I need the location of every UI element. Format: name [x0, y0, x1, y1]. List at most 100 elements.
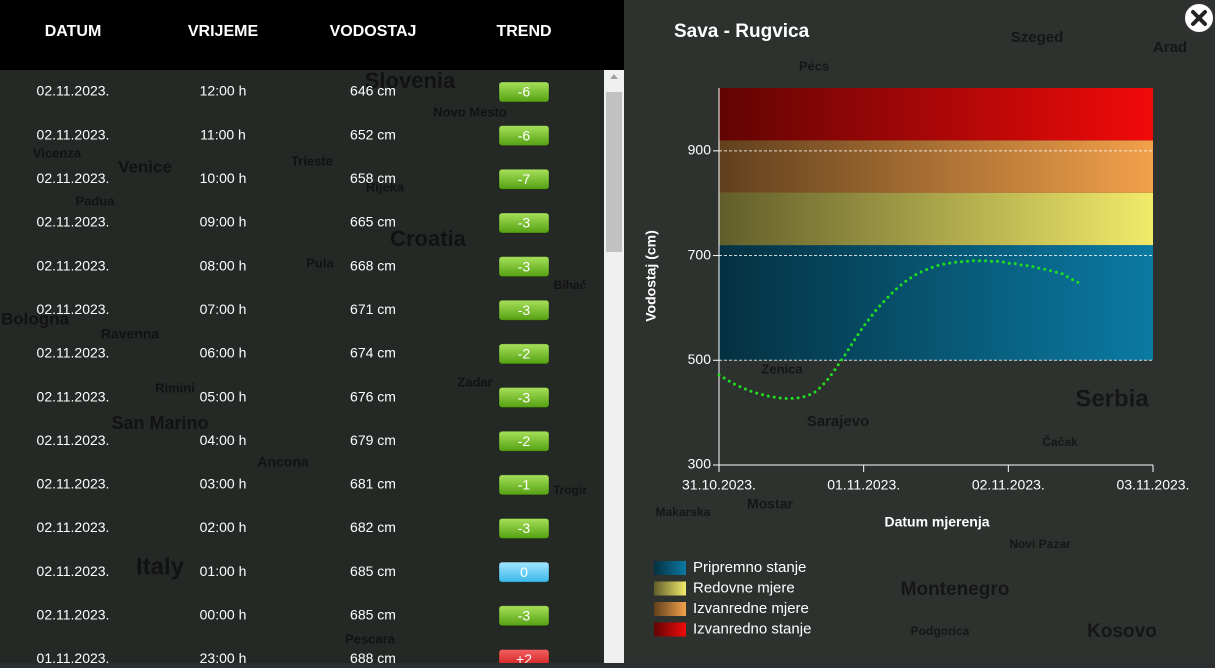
- map-label: Vicenza: [33, 145, 82, 160]
- trend-badge: [498, 605, 550, 627]
- table-cell: 685 cm: [350, 563, 396, 579]
- table-cell: 02.11.2023.: [37, 83, 110, 99]
- column-header: VRIJEME: [188, 23, 259, 40]
- trend-value: -2: [518, 433, 531, 449]
- map-label: Slovenia: [365, 68, 456, 93]
- close-icon[interactable]: [1191, 10, 1207, 26]
- table: DATUM VRIJEME VODOSTAJ TREND 02.11.2023. 12:0…: [37, 23, 552, 668]
- table-cell: 02.11.2023.: [37, 170, 110, 186]
- map-label: Padua: [75, 193, 115, 208]
- table-cell: 671 cm: [350, 301, 396, 317]
- map-label: Ancona: [257, 454, 309, 470]
- map-label: Podgorica: [911, 624, 970, 638]
- map-label: Montenegro: [901, 579, 1010, 600]
- map: Slovenia Novo Mesto Vicenza Venice Trieste Ri…: [1, 29, 1187, 646]
- map-label: Ravenna: [101, 326, 160, 342]
- table-cell: 02.11.2023.: [37, 432, 110, 448]
- table-cell: 23:00 h: [200, 650, 247, 663]
- y-tick-label: 900: [688, 142, 712, 158]
- legend-label[interactable]: Pripremno stanje: [693, 559, 806, 576]
- x-tick-label: 01.11.2023.: [827, 477, 900, 493]
- map-label: Szeged: [1011, 29, 1064, 46]
- close-button[interactable]: [1183, 2, 1215, 34]
- table-cell: 668 cm: [350, 257, 396, 273]
- trend-value: -3: [518, 258, 531, 274]
- trend-value: -1: [518, 477, 531, 493]
- trend-badge: [498, 430, 550, 452]
- trend-badge: [498, 343, 550, 365]
- table-cell: 00:00 h: [200, 607, 247, 623]
- map-label: Novi Pazar: [1009, 537, 1071, 551]
- table-cell: 02.11.2023.: [37, 476, 110, 492]
- table-cell: 02.11.2023.: [37, 257, 110, 273]
- trend-value: -3: [518, 608, 531, 624]
- table-cell: 688 cm: [350, 650, 396, 663]
- trend-badge: [498, 474, 550, 496]
- legend-swatch-shade: [654, 622, 686, 637]
- trend-badge: [498, 387, 550, 409]
- map-label: Pula: [306, 255, 334, 270]
- table-cell: 681 cm: [350, 476, 396, 492]
- table-cell: 09:00 h: [200, 214, 247, 230]
- table-cell: 674 cm: [350, 345, 396, 361]
- map-label: Serbia: [1075, 385, 1149, 412]
- trend-badge: [498, 125, 550, 147]
- legend-label[interactable]: Redovne mjere: [693, 579, 795, 596]
- legend-swatch-shade: [654, 602, 686, 616]
- band-shade: [719, 192, 1153, 246]
- trend-badge: [498, 561, 550, 583]
- water-level-line: [717, 259, 1083, 401]
- scrollbar-thumb[interactable]: [606, 92, 622, 252]
- x-tick-label: 02.11.2023.: [972, 477, 1045, 493]
- scroll-up[interactable]: [610, 74, 618, 79]
- band-shade: [719, 140, 1153, 193]
- trend-value: -2: [518, 346, 531, 362]
- table-cell: 01.11.2023.: [37, 650, 110, 663]
- y-tick-label: 500: [688, 351, 712, 367]
- table-cell: 08:00 h: [200, 257, 247, 273]
- trend-badge: [498, 81, 550, 103]
- legend-swatch-shade: [654, 561, 686, 575]
- map-label: Rijeka: [366, 179, 405, 194]
- table-cell: 02.11.2023.: [37, 301, 110, 317]
- map-label: Mostar: [747, 496, 793, 512]
- y-axis-label: Vodostaj (cm): [643, 230, 659, 322]
- table-cell: 665 cm: [350, 214, 396, 230]
- trend-value: -3: [518, 302, 531, 318]
- table-cell: 06:00 h: [200, 345, 247, 361]
- table-cell: 676 cm: [350, 388, 396, 404]
- table-header: [0, 0, 624, 70]
- table-cell: 02.11.2023.: [37, 126, 110, 142]
- map-label: Bologna: [1, 309, 70, 328]
- table-cell: 12:00 h: [200, 83, 247, 99]
- table-cell: 02.11.2023.: [37, 563, 110, 579]
- trend-badge: [498, 299, 550, 321]
- map-label: Italy: [136, 553, 185, 580]
- table-cell: 02.11.2023.: [37, 519, 110, 535]
- map-label: Čačak: [1042, 434, 1078, 449]
- legend-label[interactable]: Izvanredno stanje: [693, 620, 811, 637]
- table-cell: 01:00 h: [200, 563, 247, 579]
- map-label: Novo Mesto: [433, 104, 507, 119]
- table-cell: 685 cm: [350, 607, 396, 623]
- table-cell: 02.11.2023.: [37, 214, 110, 230]
- map-label: Zenica: [761, 361, 803, 376]
- map-label: Makarska: [656, 505, 711, 519]
- legend-label[interactable]: Izvanredne mjere: [693, 600, 809, 617]
- column-header: VODOSTAJ: [330, 23, 417, 40]
- map-label: Bihać: [554, 278, 587, 292]
- map-label: Trieste: [291, 153, 333, 168]
- map-label: San Marino: [111, 413, 208, 433]
- map-label: Zadar: [457, 374, 492, 389]
- trend-value: -7: [518, 171, 531, 187]
- table-panel: [0, 0, 624, 663]
- trend-value: 0: [520, 564, 528, 580]
- table-cell: 02.11.2023.: [37, 607, 110, 623]
- trend-value: -3: [518, 389, 531, 405]
- table-cell: 02.11.2023.: [37, 345, 110, 361]
- legend-swatch-shade: [654, 581, 686, 596]
- table-cell: 10:00 h: [200, 170, 247, 186]
- column-header: DATUM: [45, 23, 102, 40]
- map-label: Sarajevo: [807, 413, 870, 430]
